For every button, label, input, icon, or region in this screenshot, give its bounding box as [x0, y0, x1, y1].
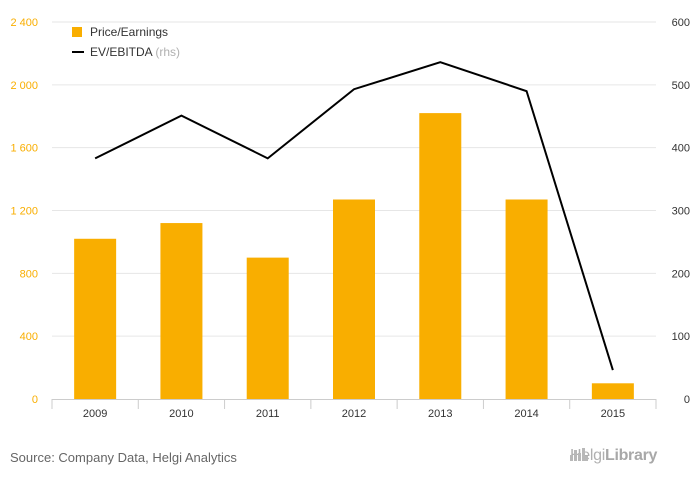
x-axis-tick-label: 2013 — [428, 408, 452, 420]
bar — [333, 199, 375, 399]
bar — [591, 383, 634, 399]
right-axis-tick-label: 500 — [672, 80, 690, 92]
bar — [246, 257, 289, 399]
left-axis-tick-label: 2 000 — [10, 80, 38, 92]
right-axis-tick-label: 300 — [672, 206, 690, 218]
x-axis-tick-label: 2014 — [514, 408, 538, 420]
x-axis-tick-label: 2011 — [256, 408, 280, 420]
legend-label-suffix: (rhs) — [152, 45, 180, 59]
legend-label: EV/EBITDA (rhs) — [90, 45, 180, 59]
source-note: Source: Company Data, Helgi Analytics — [10, 450, 237, 465]
right-axis-tick-label: 100 — [672, 331, 690, 343]
bar — [160, 223, 203, 399]
legend-label-text: EV/EBITDA — [90, 45, 153, 59]
brand-logo: HelgiLibrary — [570, 447, 657, 465]
bar — [74, 238, 117, 399]
left-axis-tick-label: 2 400 — [10, 17, 38, 29]
x-axis-tick-label: 2010 — [169, 408, 193, 420]
skyline-icon — [570, 448, 588, 461]
right-axis-tick-label: 0 — [684, 394, 690, 406]
left-axis-tick-label: 1 200 — [10, 206, 38, 218]
right-axis-tick-label: 200 — [672, 268, 690, 280]
x-axis-tick-label: 2012 — [342, 408, 366, 420]
left-axis-tick-label: 400 — [20, 331, 38, 343]
right-axis-tick-label: 600 — [672, 17, 690, 29]
x-axis-tick-label: 2015 — [601, 408, 625, 420]
left-axis-tick-label: 1 600 — [10, 143, 38, 155]
brand-name-part2: Library — [604, 447, 658, 464]
legend-marker — [72, 27, 82, 37]
bar — [419, 113, 462, 399]
legend-label: Price/Earnings — [90, 25, 168, 39]
bar — [505, 199, 548, 399]
left-axis-tick-label: 800 — [20, 268, 38, 280]
legend-label-text: Price/Earnings — [90, 25, 168, 39]
left-axis-tick-label: 0 — [32, 394, 38, 406]
x-axis-tick-label: 2009 — [83, 408, 107, 420]
right-axis-tick-label: 400 — [672, 143, 690, 155]
